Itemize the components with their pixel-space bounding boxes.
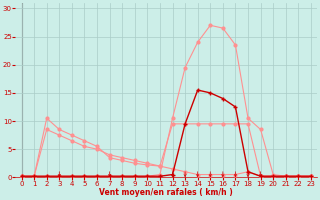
X-axis label: Vent moyen/en rafales ( km/h ): Vent moyen/en rafales ( km/h ): [100, 188, 233, 197]
